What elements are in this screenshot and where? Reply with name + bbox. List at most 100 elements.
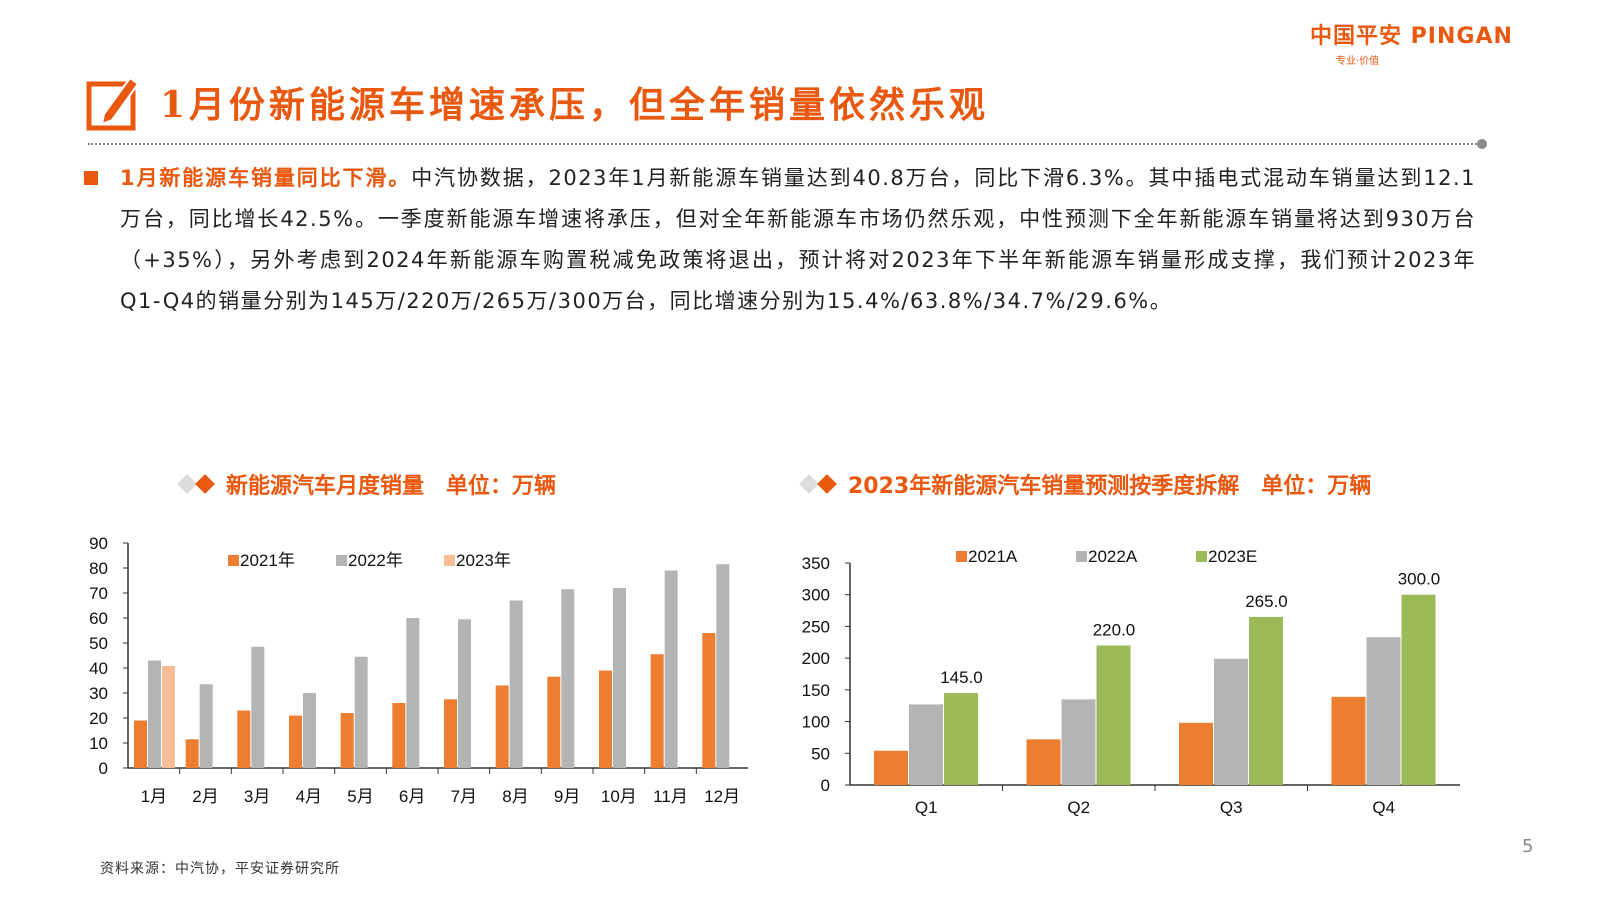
bar-2021年	[237, 710, 251, 768]
bar-2022年	[354, 656, 368, 768]
bar-2021年	[392, 703, 406, 768]
edit-pencil-icon	[86, 76, 138, 131]
bar-2021年	[599, 670, 612, 768]
x-tick-label: Q4	[1372, 798, 1395, 817]
x-tick-label: Q3	[1220, 798, 1243, 817]
diamond-icon	[177, 474, 218, 494]
x-tick-label: 11月	[653, 787, 688, 806]
x-tick-label: 2月	[192, 787, 218, 806]
data-label: 265.0	[1245, 592, 1288, 611]
bar-2021年	[444, 699, 457, 768]
legend-label: 2023E	[1208, 547, 1257, 566]
y-tick-label: 0	[821, 776, 830, 795]
y-tick-label: 40	[89, 659, 108, 678]
bar-2021年	[185, 739, 199, 768]
monthly-sales-chart: 0 10 20 30 40 50 60 70 80 90 1月 2月 3月 4月 5月 6月 7月 8月 9月 10月…	[89, 534, 748, 806]
bullet-icon	[84, 171, 98, 185]
legend-label: 2022年	[348, 551, 403, 570]
bar-2021A	[1331, 696, 1366, 785]
bar-2022年	[561, 589, 575, 768]
x-tick-label: 10月	[601, 787, 637, 806]
legend-swatch	[336, 555, 347, 566]
page-number: 5	[1522, 836, 1534, 857]
legend-label: 2023年	[456, 551, 511, 570]
y-tick-label: 80	[89, 559, 108, 578]
y-tick-label: 20	[89, 709, 108, 728]
logo-text: 中国平安 PINGAN	[1310, 24, 1513, 49]
legend-swatch	[444, 555, 455, 566]
bar-2023E	[1401, 594, 1436, 785]
bar-2022年	[664, 570, 678, 768]
diamond-icon	[799, 474, 840, 494]
y-tick-label: 200	[802, 649, 830, 668]
bar-2022年	[251, 646, 265, 768]
bar-2022A	[1214, 658, 1248, 785]
chart-title-quarterly: 2023年新能源汽车销量预测按季度拆解 单位：万辆	[799, 468, 1372, 500]
data-label: 145.0	[940, 668, 983, 687]
bar-2022年	[458, 619, 471, 768]
bar-2021年	[702, 633, 716, 768]
divider	[88, 143, 1480, 145]
legend-swatch	[228, 555, 239, 566]
bar-2022年	[148, 660, 161, 768]
bar-2021年	[547, 676, 561, 768]
x-tick-label: Q1	[915, 798, 938, 817]
legend-label: 2022A	[1088, 547, 1138, 566]
x-tick-label: 9月	[554, 787, 580, 806]
bar-2022年	[716, 564, 730, 768]
bar-2022年	[406, 618, 420, 768]
bar-2022A	[1366, 637, 1401, 785]
x-tick-label: 8月	[502, 787, 528, 806]
y-tick-label: 150	[802, 681, 830, 700]
y-tick-label: 50	[89, 634, 108, 653]
quarterly-forecast-chart: 0 50 100 150 200 250 300 350 Q1 145.0 Q2 220.0 Q3 265…	[802, 547, 1460, 817]
x-tick-label: 4月	[296, 787, 322, 806]
y-tick-label: 10	[89, 734, 108, 753]
x-tick-label: 5月	[347, 787, 373, 806]
x-tick-label: 12月	[704, 787, 740, 806]
y-tick-label: 50	[811, 744, 830, 763]
legend-swatch	[956, 551, 967, 562]
bar-2021年	[289, 715, 302, 768]
bar-2021年	[340, 713, 354, 768]
page-title: 1月份新能源车增速承压，但全年销量依然乐观	[160, 84, 990, 126]
chart-title-text: 2023年新能源汽车销量预测按季度拆解 单位：万辆	[848, 474, 1372, 499]
legend-label: 2021年	[240, 551, 295, 570]
bar-2021年	[650, 654, 664, 768]
data-label: 220.0	[1093, 620, 1136, 639]
data-label: 300.0	[1398, 570, 1441, 589]
source-note: 资料来源：中汽协，平安证券研究所	[100, 861, 340, 877]
body-lead: 1月新能源车销量同比下滑。	[120, 166, 412, 190]
y-tick-label: 250	[802, 617, 830, 636]
chart-title-monthly: 新能源汽车月度销量 单位：万辆	[177, 468, 557, 500]
y-tick-label: 90	[89, 534, 108, 553]
bar-2022年	[303, 693, 316, 768]
bar-2021A	[1179, 722, 1213, 785]
logo-tagline: 专业·价值	[1336, 56, 1380, 67]
legend-label: 2021A	[968, 547, 1018, 566]
pingan-logo: 中国平安 PINGAN 专业·价值	[1310, 18, 1513, 67]
body-paragraph: 1月新能源车销量同比下滑。中汽协数据，2023年1月新能源车销量达到40.8万台…	[120, 158, 1476, 322]
chart-title-text: 新能源汽车月度销量 单位：万辆	[226, 474, 557, 499]
bar-2021A	[1026, 739, 1061, 785]
y-tick-label: 350	[802, 554, 830, 573]
bar-2023年	[162, 666, 175, 768]
x-tick-label: Q2	[1067, 798, 1090, 817]
x-tick-label: 7月	[451, 787, 477, 806]
x-tick-label: 1月	[141, 787, 167, 806]
x-tick-label: 6月	[399, 787, 425, 806]
y-tick-label: 30	[89, 684, 108, 703]
x-tick-label: 3月	[244, 787, 270, 806]
bar-2021年	[495, 685, 509, 768]
bar-2022年	[509, 600, 523, 768]
y-tick-label: 60	[89, 609, 108, 628]
bar-2021A	[874, 750, 908, 785]
divider-dot	[1477, 139, 1487, 149]
legend-swatch	[1196, 551, 1207, 562]
bar-2022年	[613, 588, 626, 768]
bar-2023E	[1249, 616, 1283, 785]
bar-2021年	[134, 720, 147, 768]
bar-2022A	[909, 704, 943, 785]
y-tick-label: 0	[99, 759, 108, 778]
bar-2023E	[944, 693, 978, 785]
